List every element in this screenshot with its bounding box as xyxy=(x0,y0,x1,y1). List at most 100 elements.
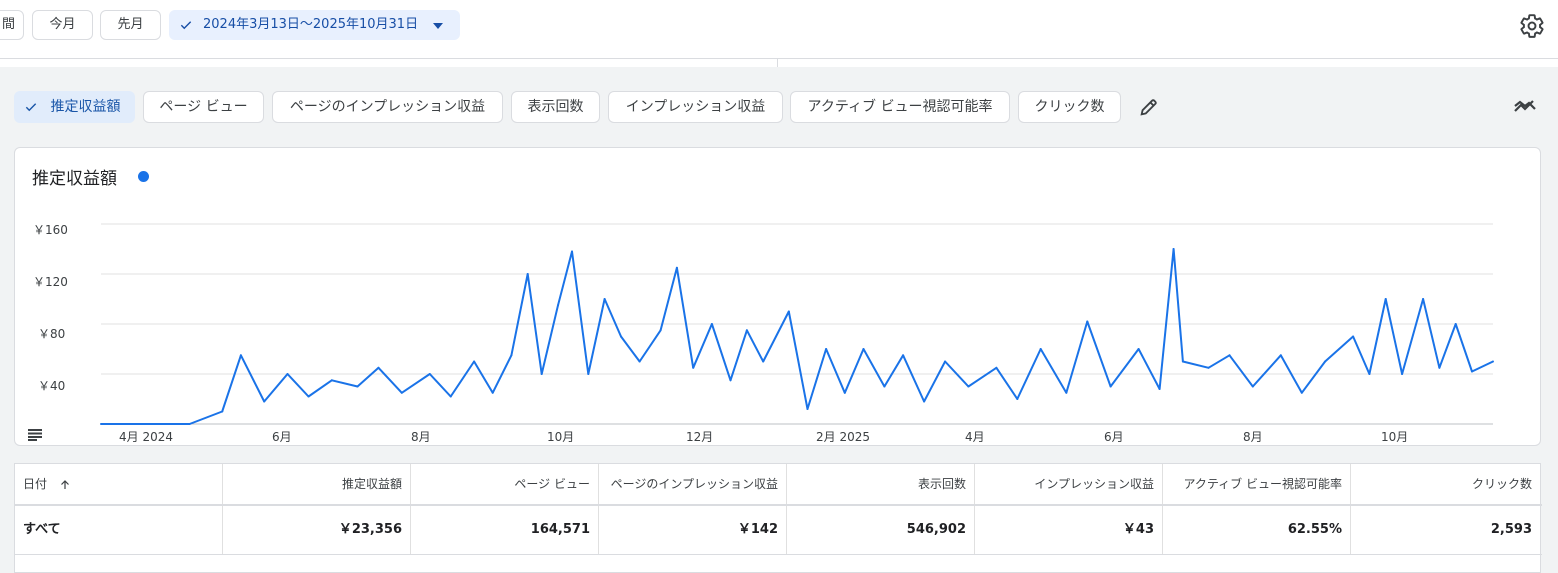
x-tick-label: 4月 2024 xyxy=(119,430,173,444)
table-cell: 164,571 xyxy=(411,506,599,554)
data-point xyxy=(1181,360,1184,363)
date-preset-partial-chip[interactable]: 間 xyxy=(0,10,24,40)
data-point xyxy=(1471,370,1474,373)
data-point xyxy=(787,310,790,313)
data-point xyxy=(557,304,560,307)
section-divider xyxy=(0,59,1558,67)
column-header[interactable]: ページ ビュー xyxy=(411,464,599,505)
column-header[interactable]: ページのインプレッション収益 xyxy=(599,464,787,505)
x-tick-label: 10月 xyxy=(1381,430,1409,444)
series-color-dot xyxy=(138,171,149,182)
data-point xyxy=(1016,398,1019,400)
data-point xyxy=(967,385,970,388)
data-point xyxy=(862,348,865,350)
table-cell: ￥43 xyxy=(975,506,1163,554)
data-point xyxy=(1086,320,1089,323)
column-header[interactable]: 表示回数 xyxy=(787,464,975,505)
data-point xyxy=(923,400,926,403)
data-point xyxy=(675,266,678,269)
data-point xyxy=(1207,366,1210,369)
metric-chip-label: ページのインプレッション収益 xyxy=(289,99,486,115)
this-month-chip[interactable]: 今月 xyxy=(32,10,93,40)
data-point xyxy=(1300,391,1303,394)
data-point xyxy=(221,410,224,413)
data-point xyxy=(428,373,431,375)
chip-label: 間 xyxy=(1,17,15,32)
data-point xyxy=(1422,298,1425,300)
metric-chip-label: 表示回数 xyxy=(527,99,584,115)
data-point xyxy=(1438,366,1441,369)
metric-chip-impression-rpm[interactable]: インプレッション収益 xyxy=(608,91,783,123)
metric-chip-label: 推定収益額 xyxy=(50,99,121,115)
data-point xyxy=(1109,385,1112,388)
chip-label: 今月 xyxy=(49,17,76,32)
data-point xyxy=(570,250,573,253)
data-point xyxy=(263,400,266,403)
data-point xyxy=(762,360,765,363)
data-point xyxy=(1137,348,1140,350)
check-icon xyxy=(25,103,37,112)
metric-chip-label: インプレッション収益 xyxy=(625,99,766,115)
column-header[interactable]: 推定収益額 xyxy=(223,464,411,505)
data-point xyxy=(843,391,846,394)
data-point xyxy=(603,298,606,300)
line-chart xyxy=(100,223,1494,425)
x-tick-label: 8月 xyxy=(411,430,431,444)
list-icon[interactable] xyxy=(28,429,42,441)
gear-icon[interactable] xyxy=(1519,13,1545,39)
data-point xyxy=(526,273,529,275)
check-icon xyxy=(180,21,192,30)
date-range-label: 2024年3月13日～2025年10月31日 xyxy=(203,17,419,32)
header-divider xyxy=(15,504,1542,506)
data-point xyxy=(1158,388,1161,390)
column-header-date[interactable]: 日付 xyxy=(15,464,223,505)
table-cell: ￥23,356 xyxy=(223,506,411,554)
metric-chip-clicks[interactable]: クリック数 xyxy=(1018,91,1121,123)
arrow-up-icon[interactable] xyxy=(59,479,71,491)
metric-chip-label: アクティブ ビュー視認可能率 xyxy=(807,99,993,115)
x-tick-label: 6月 xyxy=(272,430,292,444)
data-point xyxy=(491,391,494,394)
data-point xyxy=(1172,248,1175,250)
data-point xyxy=(330,379,333,382)
metric-chip-active-view[interactable]: アクティブ ビュー視認可能率 xyxy=(790,91,1010,123)
metric-chip-page-views[interactable]: ページ ビュー xyxy=(143,91,264,123)
metric-chip-page-rpm[interactable]: ページのインプレッション収益 xyxy=(272,91,503,123)
data-point xyxy=(449,395,452,398)
data-point xyxy=(356,385,359,388)
data-point xyxy=(377,366,380,369)
dropdown-arrow-icon xyxy=(433,23,443,29)
x-tick-label: 6月 xyxy=(1104,430,1124,444)
metric-chip-label: ページ ビュー xyxy=(159,99,248,115)
data-point xyxy=(510,354,513,357)
column-header[interactable]: クリック数 xyxy=(1471,477,1532,491)
last-month-chip[interactable]: 先月 xyxy=(100,10,161,40)
row-divider xyxy=(15,554,1542,555)
trend-compare-icon[interactable] xyxy=(1513,95,1537,119)
data-point xyxy=(659,329,662,332)
table-cell-date: すべて xyxy=(15,506,223,554)
revenue-series-line xyxy=(101,248,1494,425)
data-point xyxy=(1279,354,1282,357)
table-cell: ￥142 xyxy=(599,506,787,554)
data-point xyxy=(1368,373,1371,375)
data-point xyxy=(1228,354,1231,357)
chart-title: 推定収益額 xyxy=(32,169,117,189)
metric-chip-estimated-revenue[interactable]: 推定収益額 xyxy=(14,91,135,123)
data-point xyxy=(307,395,310,398)
data-point xyxy=(825,348,828,350)
metric-chip-impressions[interactable]: 表示回数 xyxy=(511,91,600,123)
column-header[interactable]: インプレッション収益 xyxy=(975,464,1163,505)
column-header[interactable]: アクティブ ビュー視認可能率 xyxy=(1163,464,1351,505)
pencil-icon[interactable] xyxy=(1138,96,1160,118)
report-table: 日付 推定収益額 ページ ビュー ページのインプレッション収益 表示回数 インプ… xyxy=(14,463,1542,573)
data-point xyxy=(286,373,289,375)
date-range-chip[interactable]: 2024年3月13日～2025年10月31日 xyxy=(169,10,460,40)
table-cell: 62.55% xyxy=(1163,506,1351,554)
data-point xyxy=(587,373,590,375)
data-point xyxy=(100,423,102,425)
data-point xyxy=(1384,298,1387,300)
data-point xyxy=(619,335,622,338)
data-point xyxy=(540,373,543,375)
metric-chip-label: クリック数 xyxy=(1034,99,1105,115)
